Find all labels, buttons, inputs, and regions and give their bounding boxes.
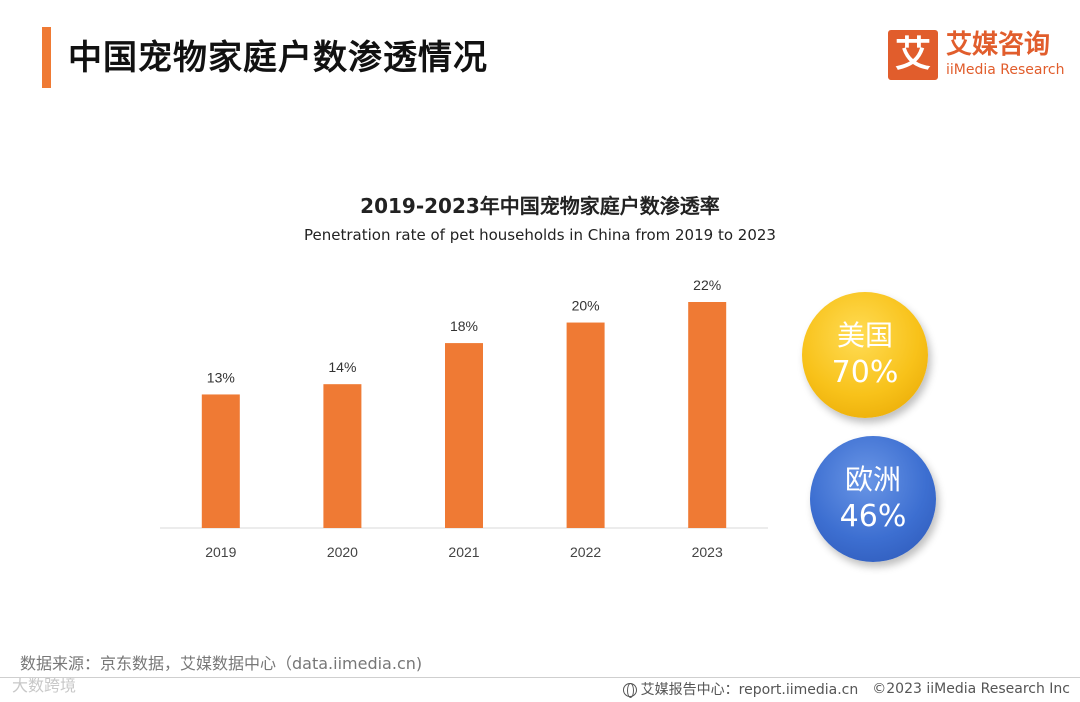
report-center-text: 艾媒报告中心：report.iimedia.cn: [640, 682, 859, 698]
europe-value: 46%: [839, 499, 907, 534]
x-tick-label-2020: 2020: [327, 544, 358, 560]
x-tick-label-2019: 2019: [205, 544, 236, 560]
chart-subtitle: Penetration rate of pet households in Ch…: [304, 226, 776, 244]
page-title: 中国宠物家庭户数渗透情况: [68, 38, 488, 78]
data-label-2023: 22%: [693, 277, 721, 293]
data-label-2019: 13%: [207, 369, 235, 385]
logo-name-en: iiMedia Research: [946, 62, 1065, 78]
x-tick-label-2022: 2022: [570, 544, 601, 560]
data-label-2020: 14%: [328, 359, 356, 375]
footer-divider: [0, 677, 1080, 678]
globe-icon: [622, 683, 637, 698]
copyright: ©2023 iiMedia Research Inc: [872, 681, 1070, 697]
bar-2019: [201, 394, 240, 528]
europe-comparison-bubble: 欧洲 46%: [810, 436, 936, 562]
bar-2022: [566, 322, 605, 528]
watermark: 大数跨境: [12, 676, 77, 695]
logo-mark-icon: 艾: [888, 30, 938, 80]
usa-comparison-bubble: 美国 70%: [802, 292, 928, 418]
bar-2021: [445, 343, 483, 528]
usa-value: 70%: [831, 355, 899, 390]
data-source-note: 数据来源：京东数据，艾媒数据中心（data.iimedia.cn): [20, 654, 423, 673]
report-center: 艾媒报告中心：report.iimedia.cn: [622, 679, 859, 699]
data-label-2021: 18%: [450, 318, 478, 334]
iimedia-logo: 艾 艾媒咨询 iiMedia Research: [888, 30, 1068, 80]
x-tick-label-2021: 2021: [448, 544, 479, 560]
bar-2020: [323, 384, 362, 528]
logo-name-cn: 艾媒咨询: [946, 30, 1051, 60]
usa-label: 美国: [836, 319, 893, 352]
bar-2023: [688, 302, 727, 528]
chart-title: 2019-2023年中国宠物家庭户数渗透率: [360, 194, 720, 218]
data-label-2022: 20%: [572, 298, 600, 314]
x-tick-label-2023: 2023: [692, 544, 723, 560]
europe-label: 欧洲: [844, 463, 901, 496]
footer: 艾媒报告中心：report.iimedia.cn ©2023 iiMedia R…: [622, 679, 1070, 699]
title-accent-bar: [42, 27, 51, 88]
